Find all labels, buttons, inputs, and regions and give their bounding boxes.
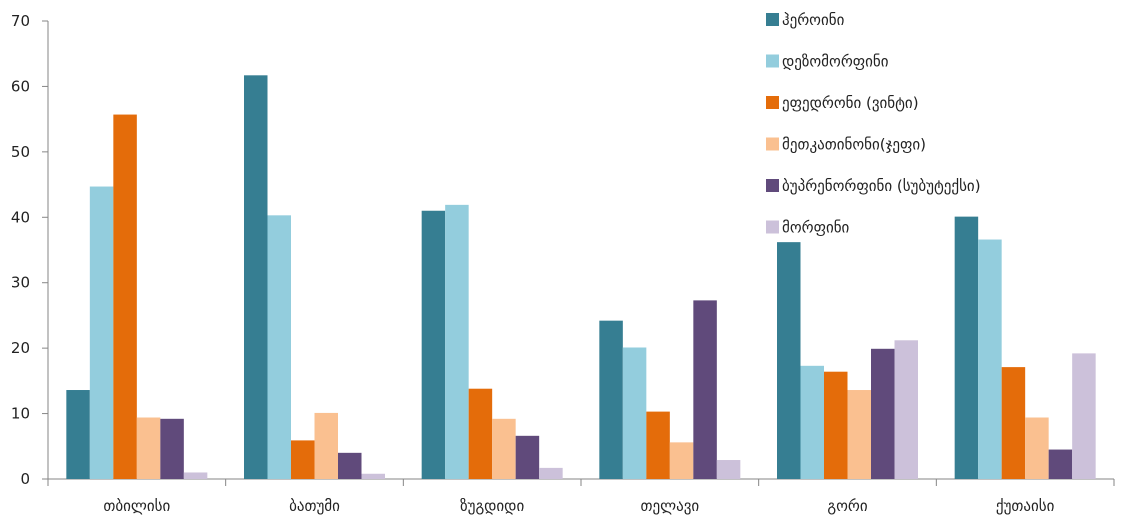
legend-swatch bbox=[766, 179, 779, 192]
bar bbox=[314, 412, 338, 479]
legend-label: ეფედრონი (ვინტი) bbox=[782, 94, 919, 112]
legend-swatch bbox=[766, 54, 779, 68]
bar bbox=[716, 460, 741, 479]
bar bbox=[1048, 449, 1073, 479]
x-tick-label: ქუთაისი bbox=[996, 497, 1055, 515]
bar bbox=[847, 390, 871, 479]
bar bbox=[468, 388, 493, 479]
legend-label: მორფინი bbox=[782, 219, 850, 237]
bar bbox=[89, 186, 114, 479]
x-tick-label: ზუგდიდი bbox=[460, 497, 524, 515]
bar bbox=[1072, 353, 1096, 479]
bar bbox=[954, 216, 979, 480]
bar bbox=[800, 365, 824, 479]
legend-label: მეთკათინონი(ჯეფი) bbox=[782, 136, 926, 154]
y-tick-label: 0 bbox=[20, 470, 30, 488]
y-tick-label: 10 bbox=[11, 405, 30, 423]
y-tick-label: 50 bbox=[11, 143, 30, 161]
legend-swatch bbox=[766, 137, 779, 151]
bars bbox=[66, 75, 1096, 480]
bar bbox=[338, 452, 362, 479]
bar bbox=[66, 390, 90, 479]
bar bbox=[492, 418, 516, 479]
bar bbox=[291, 440, 315, 479]
bar bbox=[445, 204, 469, 479]
bar bbox=[777, 242, 801, 479]
y-axis: 0 10 20 30 40 50 60 70 bbox=[11, 12, 49, 488]
bar bbox=[267, 215, 291, 479]
legend-label: ბუპრენორფინი (სუბუტექსი) bbox=[782, 177, 981, 195]
bar bbox=[515, 435, 540, 479]
bar bbox=[421, 210, 446, 479]
x-tick-label: ბათუმი bbox=[289, 497, 340, 515]
x-axis: თბილისი ბათუმი ზუგდიდი თელავი გორი ქუთაისი bbox=[47, 478, 1115, 515]
bar bbox=[1025, 417, 1049, 479]
bar bbox=[113, 114, 137, 479]
y-tick-label: 70 bbox=[11, 12, 30, 30]
bar bbox=[894, 340, 918, 479]
bar bbox=[539, 467, 563, 479]
legend-swatch bbox=[766, 96, 779, 109]
bar bbox=[669, 442, 694, 479]
bar bbox=[183, 472, 208, 479]
x-tick-label: თელავი bbox=[640, 497, 699, 515]
y-tick-label: 20 bbox=[11, 339, 30, 357]
bar bbox=[1001, 367, 1026, 479]
bar bbox=[599, 320, 623, 479]
x-tick-label: თბილისი bbox=[103, 497, 170, 515]
legend-label: ჰეროინი bbox=[782, 11, 845, 29]
legend-label: დეზომორფინი bbox=[782, 53, 889, 71]
x-tick-label: გორი bbox=[827, 497, 867, 515]
y-tick-label: 40 bbox=[11, 208, 30, 226]
bar bbox=[978, 239, 1002, 479]
legend: ჰეროინი დეზომორფინი ეფედრონი (ვინტი) მეთკათ… bbox=[766, 11, 981, 237]
bar bbox=[693, 300, 717, 479]
bar bbox=[824, 371, 848, 479]
y-tick-label: 60 bbox=[11, 77, 30, 95]
bar bbox=[646, 411, 670, 479]
bar bbox=[136, 417, 161, 479]
bar bbox=[361, 473, 385, 479]
bar bbox=[160, 418, 184, 479]
bar bbox=[871, 348, 895, 479]
legend-swatch bbox=[766, 13, 779, 26]
y-tick-label: 30 bbox=[11, 274, 30, 292]
bar bbox=[244, 75, 268, 479]
bar bbox=[622, 347, 647, 479]
legend-swatch bbox=[766, 220, 779, 234]
